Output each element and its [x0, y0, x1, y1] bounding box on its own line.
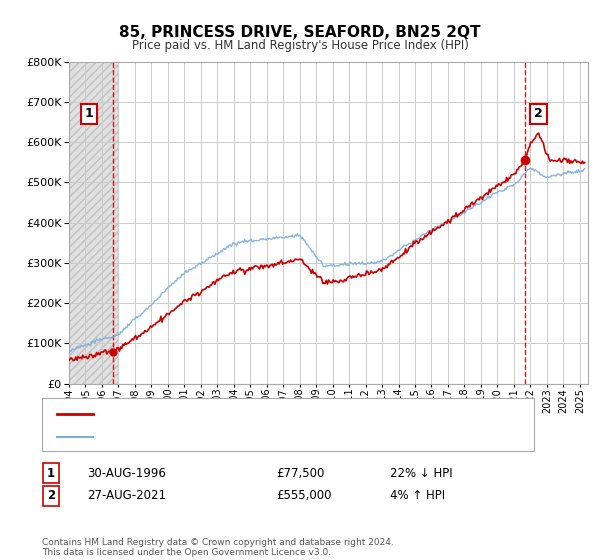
Text: 2: 2: [47, 489, 55, 502]
Text: 30-AUG-1996: 30-AUG-1996: [87, 466, 166, 480]
Text: 22% ↓ HPI: 22% ↓ HPI: [390, 466, 452, 480]
Text: 27-AUG-2021: 27-AUG-2021: [87, 489, 166, 502]
Text: 1: 1: [85, 108, 93, 120]
Text: Price paid vs. HM Land Registry's House Price Index (HPI): Price paid vs. HM Land Registry's House …: [131, 39, 469, 52]
Text: HPI: Average price, detached house, Lewes: HPI: Average price, detached house, Lewe…: [99, 432, 340, 442]
Bar: [69, 62, 118, 384]
Text: £555,000: £555,000: [276, 489, 331, 502]
Text: 2: 2: [534, 108, 543, 120]
Bar: [69, 62, 118, 384]
Text: 85, PRINCESS DRIVE, SEAFORD, BN25 2QT: 85, PRINCESS DRIVE, SEAFORD, BN25 2QT: [119, 25, 481, 40]
Text: 85, PRINCESS DRIVE, SEAFORD, BN25 2QT (detached house): 85, PRINCESS DRIVE, SEAFORD, BN25 2QT (d…: [99, 409, 438, 419]
Text: 1: 1: [47, 466, 55, 480]
Text: 4% ↑ HPI: 4% ↑ HPI: [390, 489, 445, 502]
Text: Contains HM Land Registry data © Crown copyright and database right 2024.
This d: Contains HM Land Registry data © Crown c…: [42, 538, 394, 557]
Text: £77,500: £77,500: [276, 466, 325, 480]
